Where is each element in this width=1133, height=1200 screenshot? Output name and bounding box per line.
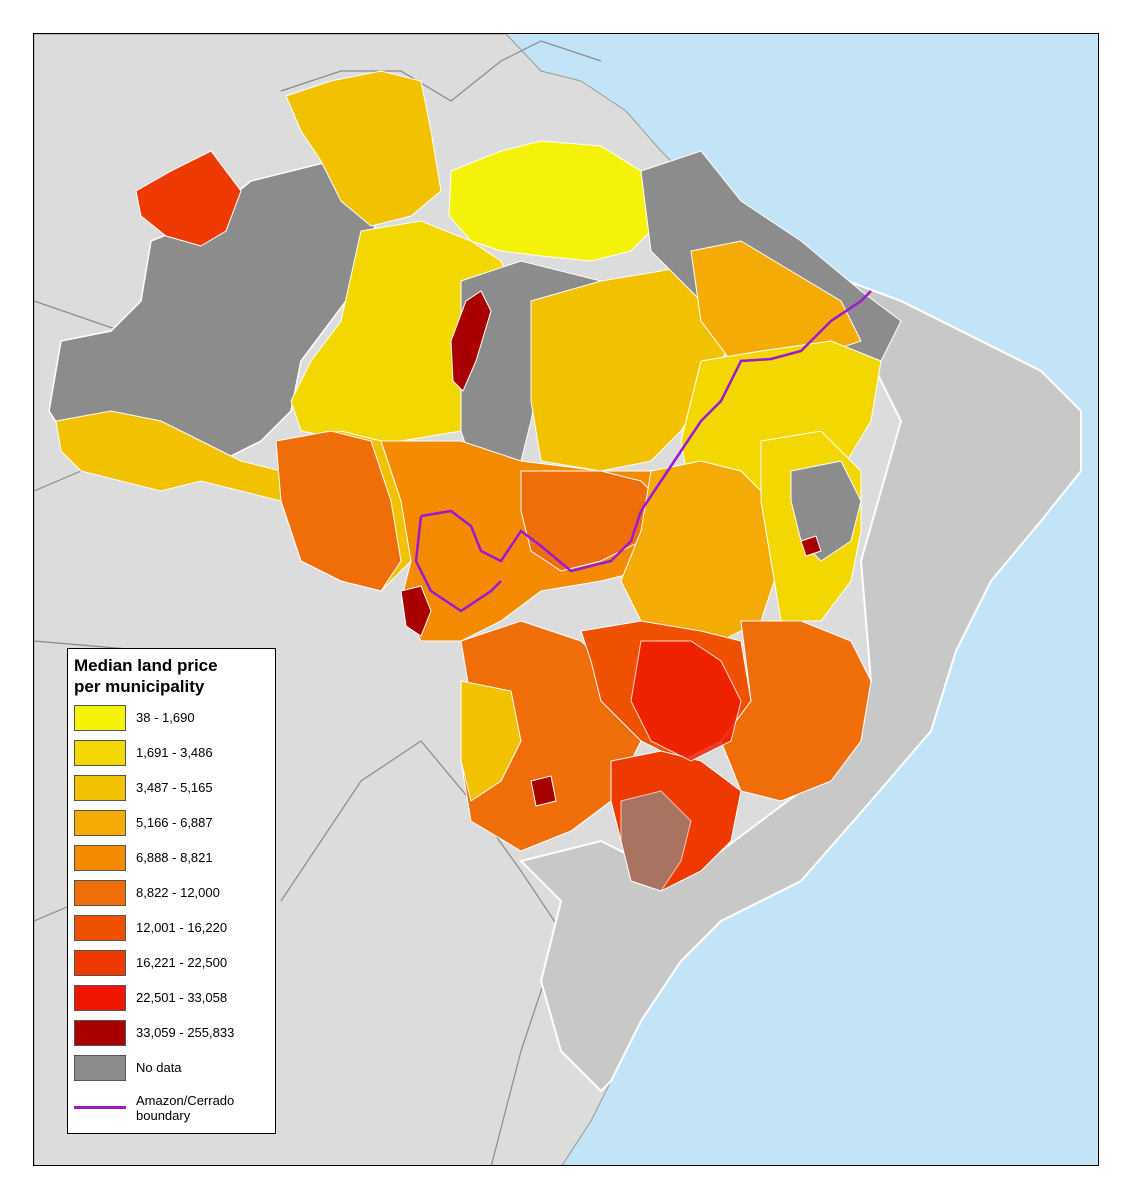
legend-item: 6,888 - 8,821	[74, 845, 274, 871]
legend-swatch	[74, 985, 126, 1011]
map-canvas[interactable]	[34, 34, 1099, 1166]
legend-label: 5,166 - 6,887	[136, 815, 213, 830]
legend-swatch	[74, 740, 126, 766]
legend-swatch	[74, 1055, 126, 1081]
high-price-cluster	[630, 640, 742, 762]
legend-item: 3,487 - 5,165	[74, 775, 274, 801]
legend-title-line1: Median land price	[74, 656, 218, 675]
bahia-west-no-data	[790, 460, 862, 562]
legend-label: 12,001 - 16,220	[136, 920, 228, 935]
legend-label: 3,487 - 5,165	[136, 780, 213, 795]
outlier-para	[450, 290, 492, 392]
legend-item: 8,822 - 12,000	[74, 880, 274, 906]
legend-title-line2: per municipality	[74, 677, 205, 696]
outlier-bahia	[800, 535, 822, 557]
legend-swatch	[74, 705, 126, 731]
map-legend: Median land price per municipality 38 - …	[67, 648, 276, 1134]
legend-label: 22,501 - 33,058	[136, 990, 228, 1005]
roraima-region	[285, 70, 442, 227]
boundary-line-swatch	[74, 1106, 126, 1109]
goias-tocantins	[620, 460, 782, 642]
legend-item: 12,001 - 16,220	[74, 915, 274, 941]
legend-swatch	[74, 1020, 126, 1046]
mato-grosso-do-sul-west	[460, 680, 522, 802]
amazon-cerrado-boundary	[414, 290, 872, 613]
legend-swatch	[74, 950, 126, 976]
legend-label: 1,691 - 3,486	[136, 745, 213, 760]
legend-label: 16,221 - 22,500	[136, 955, 228, 970]
outlier-mg	[530, 775, 557, 807]
rondonia-orange	[275, 430, 402, 592]
legend-label: 33,059 - 255,833	[136, 1025, 235, 1040]
legend-swatch	[74, 775, 126, 801]
outlier-rondonia	[400, 585, 432, 637]
country-border	[280, 40, 602, 102]
legend-swatch	[74, 915, 126, 941]
amazonas-northwest	[135, 150, 242, 247]
legend-item: 5,166 - 6,887	[74, 810, 274, 836]
legend-swatch	[74, 845, 126, 871]
legend-item: No data	[74, 1055, 274, 1081]
parana-no-data	[620, 790, 692, 892]
legend-title: Median land price per municipality	[74, 655, 218, 697]
legend-swatch	[74, 880, 126, 906]
legend-item: 38 - 1,690	[74, 705, 274, 731]
legend-item: 22,501 - 33,058	[74, 985, 274, 1011]
map-frame	[33, 33, 1099, 1166]
legend-item: 16,221 - 22,500	[74, 950, 274, 976]
legend-item: 33,059 - 255,833	[74, 1020, 274, 1046]
legend-item: 1,691 - 3,486	[74, 740, 274, 766]
legend-item-boundary: Amazon/Cerrado boundary	[74, 1093, 274, 1123]
legend-label: 8,822 - 12,000	[136, 885, 220, 900]
legend-label: No data	[136, 1060, 182, 1075]
legend-label: Amazon/Cerrado boundary	[136, 1093, 235, 1123]
legend-label: 6,888 - 8,821	[136, 850, 213, 865]
legend-swatch	[74, 810, 126, 836]
legend-label: 38 - 1,690	[136, 710, 195, 725]
